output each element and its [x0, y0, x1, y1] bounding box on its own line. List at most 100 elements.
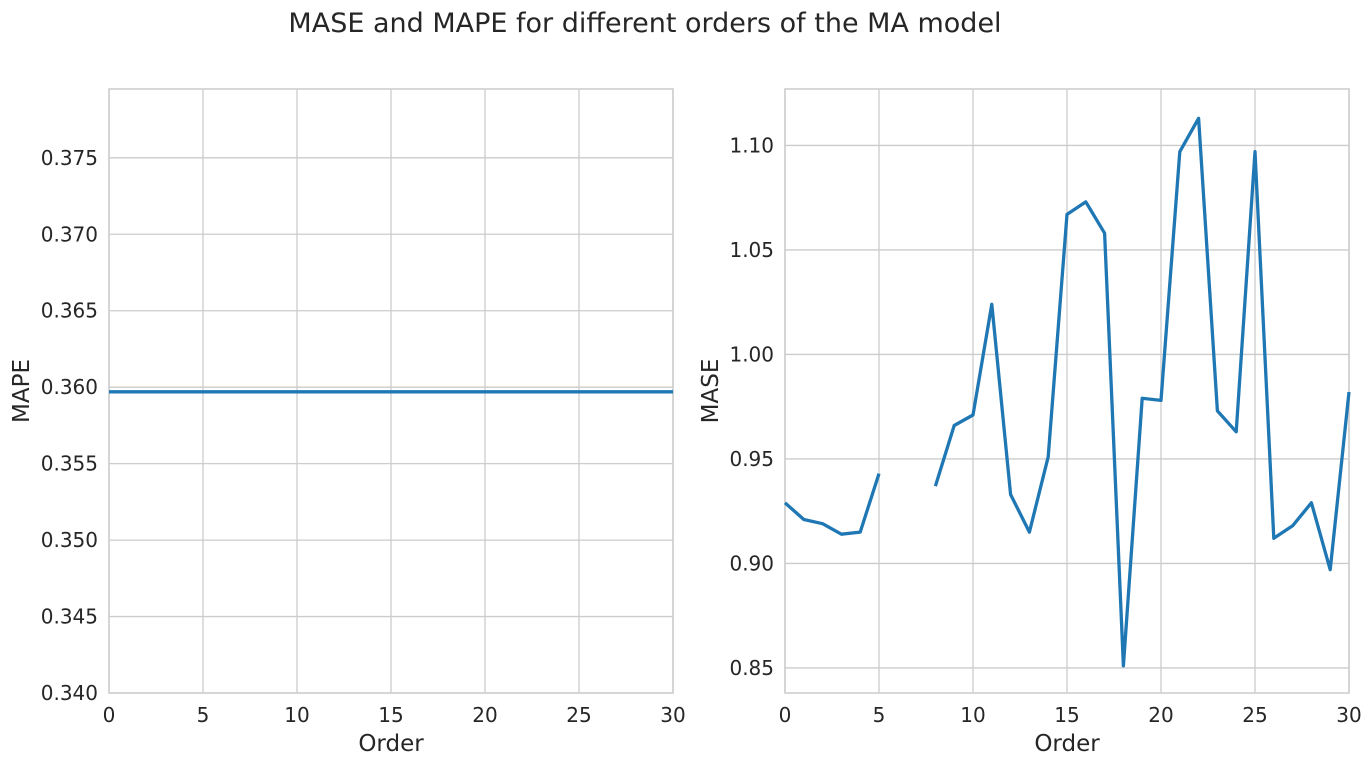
mase-data-point — [821, 522, 825, 526]
mape-line-series — [107, 390, 675, 394]
mape-data-point — [652, 390, 656, 394]
mape-y-tick-label: 0.355 — [41, 452, 98, 476]
mase-data-point — [1046, 455, 1050, 459]
mape-data-point — [257, 390, 261, 394]
mase-data-point — [1103, 231, 1107, 235]
mase-y-tick-label: 0.95 — [729, 447, 774, 471]
mape-data-point — [445, 390, 449, 394]
figure-title: MASE and MAPE for different orders of th… — [288, 8, 1001, 39]
mape-data-point — [577, 390, 581, 394]
mape-data-point — [126, 390, 130, 394]
mape-x-tick-label: 5 — [197, 703, 210, 727]
mape-data-point — [671, 390, 675, 394]
mape-y-tick-label: 0.345 — [41, 605, 98, 629]
mape-data-point — [389, 390, 393, 394]
mape-data-point — [558, 390, 562, 394]
mape-chart: 0 5 10 15 20 25 30 0.3400.3450.3500.3550.3600.… — [9, 88, 686, 757]
mase-data-point — [1178, 150, 1182, 154]
mase-x-ticks: 0 5 10 15 20 25 30 — [779, 703, 1362, 727]
mape-x-tick-label: 30 — [660, 703, 685, 727]
mase-data-point — [1140, 396, 1144, 400]
mase-chart: 0 5 10 15 20 25 30 0.85 0.90 0.95 1.00 1.05 1.10 Or… — [698, 88, 1362, 757]
mase-y-tick-label: 0.85 — [729, 656, 774, 680]
mase-data-point — [1309, 501, 1313, 505]
mape-y-tick-label: 0.375 — [41, 146, 98, 170]
mape-data-point — [370, 390, 374, 394]
mase-data-point — [1121, 664, 1125, 668]
mase-data-point — [1084, 200, 1088, 204]
mape-x-tick-label: 25 — [566, 703, 591, 727]
mape-data-point — [521, 390, 525, 394]
mape-x-tick-label: 10 — [284, 703, 309, 727]
mape-data-point — [502, 390, 506, 394]
mape-y-tick-label: 0.370 — [41, 222, 98, 246]
mape-data-point — [333, 390, 337, 394]
mape-x-tick-label: 15 — [378, 703, 403, 727]
mape-data-point — [182, 390, 186, 394]
mape-x-tick-label: 20 — [472, 703, 497, 727]
mase-data-point — [1197, 116, 1201, 120]
mase-y-tick-label: 1.05 — [729, 238, 774, 262]
mape-y-axis-label: MAPE — [9, 359, 35, 423]
mase-x-tick-label: 25 — [1242, 703, 1267, 727]
mape-data-point — [351, 390, 355, 394]
mape-data-point — [483, 390, 487, 394]
mape-y-tick-label: 0.340 — [41, 681, 98, 705]
mase-data-point — [877, 472, 881, 476]
mase-data-point — [952, 423, 956, 427]
mape-y-tick-label: 0.350 — [41, 528, 98, 552]
mase-plot-frame — [784, 88, 1350, 694]
mape-data-point — [615, 390, 619, 394]
mase-data-point — [858, 530, 862, 534]
mape-data-point — [295, 390, 299, 394]
mase-data-point — [1272, 536, 1276, 540]
mape-data-point — [107, 390, 111, 394]
mase-x-tick-label: 30 — [1336, 703, 1361, 727]
mape-data-point — [427, 390, 431, 394]
mase-data-point — [1027, 530, 1031, 534]
mase-data-point — [802, 518, 806, 522]
mase-data-point — [1347, 390, 1351, 394]
mape-data-point — [220, 390, 224, 394]
mape-x-axis-label: Order — [358, 731, 424, 757]
mape-data-point — [596, 390, 600, 394]
mape-y-tick-label: 0.360 — [41, 375, 98, 399]
mase-data-point — [1159, 398, 1163, 402]
mase-grid — [784, 89, 1350, 693]
mase-y-tick-label: 1.10 — [729, 133, 774, 157]
mase-y-tick-label: 0.90 — [729, 551, 774, 575]
mase-data-point — [839, 532, 843, 536]
mape-data-point — [201, 390, 205, 394]
mase-data-point — [783, 501, 787, 505]
mape-data-point — [633, 390, 637, 394]
mase-data-point — [1234, 430, 1238, 434]
mape-y-ticks: 0.340 0.345 0.350 0.355 0.360 0.365 0.370 0.375 — [41, 146, 98, 705]
mase-y-tick-label: 1.00 — [729, 342, 774, 366]
mape-data-point — [239, 390, 243, 394]
mase-data-point — [933, 484, 937, 488]
mase-data-point — [1065, 212, 1069, 216]
mase-x-tick-label: 5 — [873, 703, 886, 727]
mape-data-point — [314, 390, 318, 394]
mase-data-point — [1009, 492, 1013, 496]
mape-y-tick-label: 0.365 — [41, 299, 98, 323]
mase-x-tick-label: 0 — [779, 703, 792, 727]
mase-data-point — [1253, 150, 1257, 154]
mape-data-point — [163, 390, 167, 394]
mape-data-point — [539, 390, 543, 394]
mape-data-point — [464, 390, 468, 394]
mase-series-line — [783, 116, 1351, 668]
mase-data-point — [1291, 524, 1295, 528]
mase-data-point — [971, 413, 975, 417]
mape-x-ticks: 0 5 10 15 20 25 30 — [103, 703, 686, 727]
mape-data-point — [145, 390, 149, 394]
mase-data-point — [1328, 568, 1332, 572]
mape-data-point — [276, 390, 280, 394]
mase-x-axis-label: Order — [1034, 731, 1100, 757]
mase-y-ticks: 0.85 0.90 0.95 1.00 1.05 1.10 — [729, 133, 774, 679]
mase-x-tick-label: 10 — [960, 703, 985, 727]
mase-y-axis-label: MASE — [698, 359, 724, 424]
mase-data-point — [990, 302, 994, 306]
mase-line-series — [783, 116, 1351, 668]
